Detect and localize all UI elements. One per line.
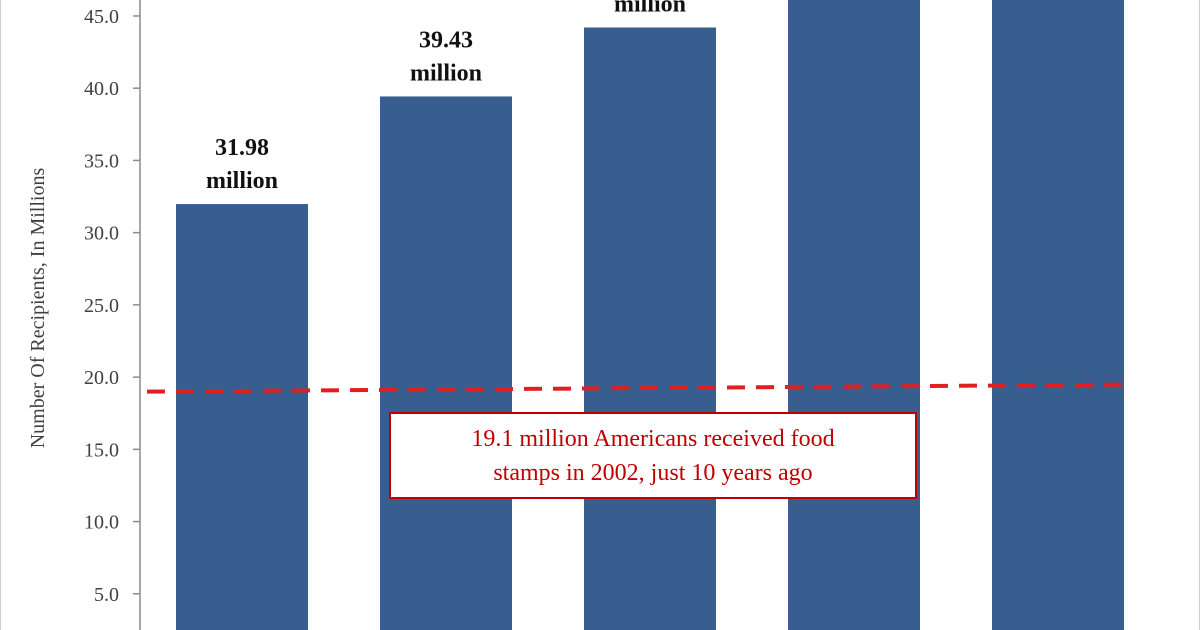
y-tick-label: 30.0 [84, 223, 119, 245]
bar-2-label-line-1: 39.43 [419, 27, 473, 53]
bar-1-label-line-2: million [206, 168, 278, 194]
y-axis-label: Number Of Recipients, In Millions [27, 168, 49, 449]
y-tick-label: 15.0 [84, 439, 119, 461]
y-tick-label: 20.0 [84, 367, 119, 389]
reference-line-19-1 [146, 382, 1128, 394]
bar-1-label-line-1: 31.98 [215, 135, 269, 161]
bar-2-label-line-2: million [410, 60, 482, 86]
annotation-border [389, 412, 917, 499]
y-tick-label: 40.0 [84, 78, 119, 100]
y-tick-label: 45.0 [84, 6, 119, 28]
bars-group [176, 0, 1124, 630]
data-labels-group: million 31.98 million 39.43 million [206, 0, 686, 194]
annotation-line-1: 19.1 million Americans received food [471, 426, 834, 452]
bar-3 [584, 27, 716, 630]
bar-1 [176, 204, 308, 630]
y-tick-label: 5.0 [94, 584, 119, 606]
reference-line-group [146, 382, 1128, 394]
bar-5 [992, 0, 1124, 630]
bar-4 [788, 0, 920, 630]
y-tick-label: 25.0 [84, 295, 119, 317]
y-tick-labels: 5.0 10.0 15.0 20.0 25.0 30.0 35.0 40.0 45.0 [84, 6, 140, 606]
annotation-line-2: stamps in 2002, just 10 years ago [493, 460, 812, 486]
bar-2 [380, 96, 512, 630]
bar-3-label-line-2: million [614, 0, 686, 18]
y-tick-label: 35.0 [84, 150, 119, 172]
y-tick-label: 10.0 [84, 512, 119, 534]
annotation-box: 19.1 million Americans received food sta… [389, 412, 917, 499]
